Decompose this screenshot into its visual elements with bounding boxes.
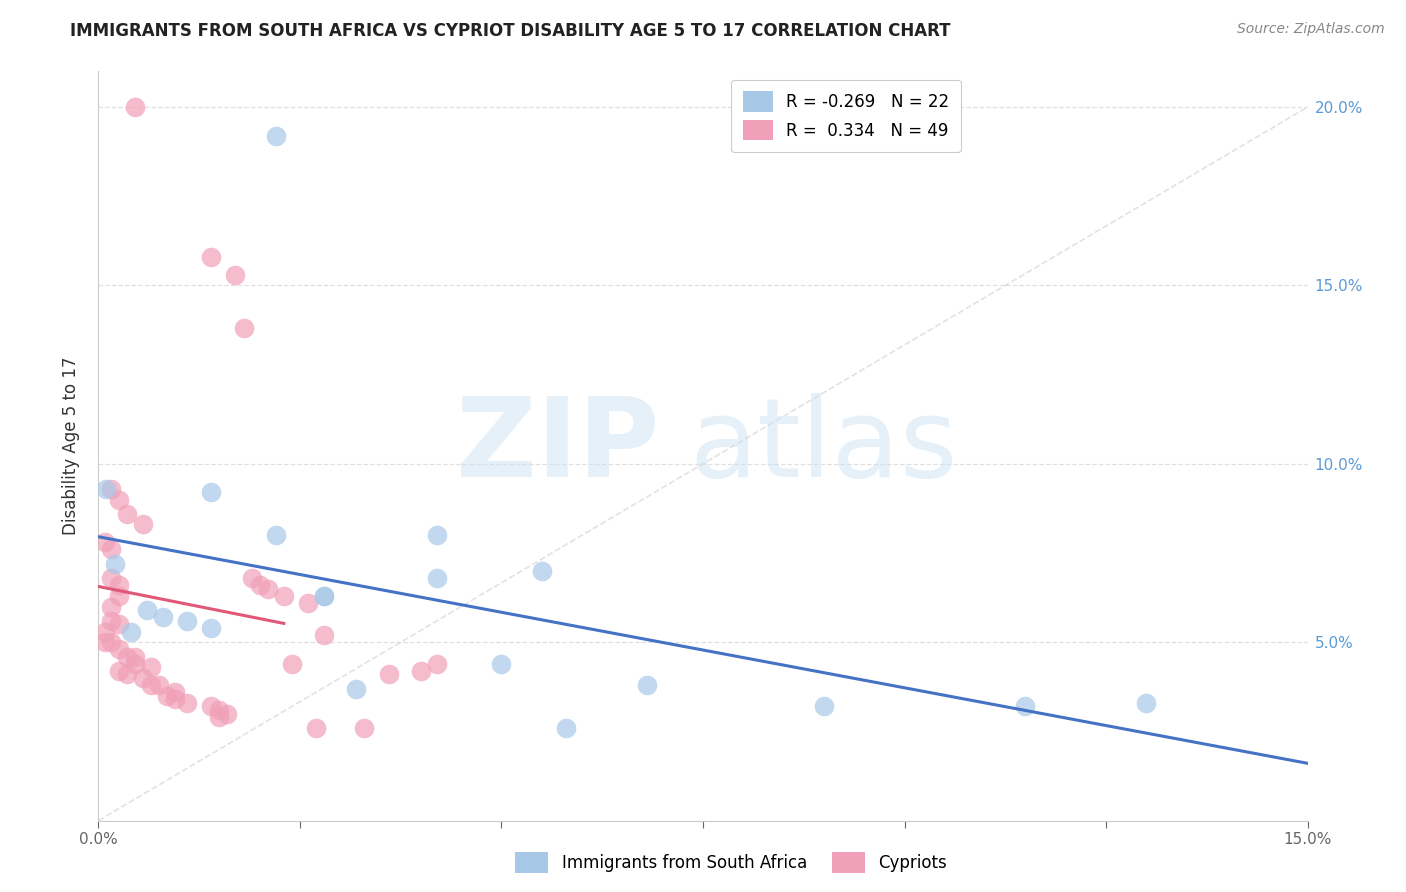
Point xyxy=(107,617,129,632)
Point xyxy=(232,321,254,335)
Point xyxy=(256,582,278,596)
Point xyxy=(305,721,328,735)
Point xyxy=(1014,699,1036,714)
Point xyxy=(200,485,222,500)
Point xyxy=(148,678,170,692)
Point xyxy=(264,528,287,542)
Point xyxy=(297,596,319,610)
Point xyxy=(200,621,222,635)
Point xyxy=(107,664,129,678)
Point xyxy=(163,692,186,706)
Point xyxy=(120,624,142,639)
Point xyxy=(208,703,231,717)
Point xyxy=(135,603,157,617)
Point xyxy=(636,678,658,692)
Point xyxy=(377,667,399,681)
Point xyxy=(240,571,263,585)
Point xyxy=(314,589,336,603)
Point xyxy=(139,660,162,674)
Point xyxy=(152,610,174,624)
Point xyxy=(163,685,186,699)
Text: IMMIGRANTS FROM SOUTH AFRICA VS CYPRIOT DISABILITY AGE 5 TO 17 CORRELATION CHART: IMMIGRANTS FROM SOUTH AFRICA VS CYPRIOT … xyxy=(70,22,950,40)
Point xyxy=(426,657,449,671)
Y-axis label: Disability Age 5 to 17: Disability Age 5 to 17 xyxy=(62,357,80,535)
Point xyxy=(344,681,367,696)
Point xyxy=(176,614,198,628)
Point xyxy=(426,528,449,542)
Legend: Immigrants from South Africa, Cypriots: Immigrants from South Africa, Cypriots xyxy=(509,846,953,880)
Point xyxy=(409,664,432,678)
Point xyxy=(115,667,138,681)
Point xyxy=(813,699,835,714)
Text: Source: ZipAtlas.com: Source: ZipAtlas.com xyxy=(1237,22,1385,37)
Point xyxy=(124,649,146,664)
Point xyxy=(100,635,122,649)
Point xyxy=(314,589,336,603)
Point xyxy=(176,696,198,710)
Point xyxy=(530,564,553,578)
Legend: R = -0.269   N = 22, R =  0.334   N = 49: R = -0.269 N = 22, R = 0.334 N = 49 xyxy=(731,79,960,152)
Point xyxy=(107,589,129,603)
Point xyxy=(107,642,129,657)
Point xyxy=(217,706,239,721)
Point xyxy=(96,482,118,496)
Point xyxy=(115,507,138,521)
Point xyxy=(555,721,578,735)
Point xyxy=(273,589,295,603)
Text: ZIP: ZIP xyxy=(456,392,659,500)
Point xyxy=(200,250,222,264)
Point xyxy=(100,571,122,585)
Point xyxy=(124,657,146,671)
Point xyxy=(94,624,117,639)
Point xyxy=(200,699,222,714)
Point xyxy=(264,128,287,143)
Point xyxy=(94,635,117,649)
Point xyxy=(491,657,513,671)
Point xyxy=(107,578,129,592)
Point xyxy=(103,557,125,571)
Point xyxy=(249,578,271,592)
Text: atlas: atlas xyxy=(690,392,957,500)
Point xyxy=(314,628,336,642)
Point xyxy=(115,649,138,664)
Point xyxy=(100,599,122,614)
Point xyxy=(100,614,122,628)
Point xyxy=(107,492,129,507)
Point xyxy=(100,542,122,557)
Point xyxy=(124,100,146,114)
Point xyxy=(132,517,155,532)
Point xyxy=(139,678,162,692)
Point xyxy=(353,721,375,735)
Point xyxy=(208,710,231,724)
Point xyxy=(281,657,304,671)
Point xyxy=(94,535,117,549)
Point xyxy=(132,671,155,685)
Point xyxy=(426,571,449,585)
Point xyxy=(1135,696,1157,710)
Point xyxy=(100,482,122,496)
Point xyxy=(156,689,179,703)
Point xyxy=(224,268,246,282)
